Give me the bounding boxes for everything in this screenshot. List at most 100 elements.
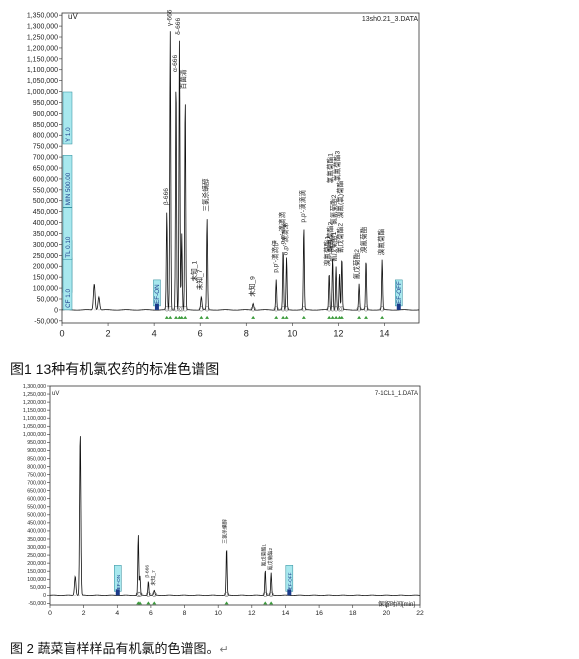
fig1-peak-label: δ-666 bbox=[175, 18, 182, 35]
fig1-baseline-marker bbox=[273, 306, 279, 312]
fig1-peak-label: o,p'-滴滴滴 bbox=[277, 211, 286, 244]
fig1-y-tick-label: 400,000 bbox=[33, 220, 58, 227]
fig2-y-tick-label: 850,000 bbox=[27, 456, 46, 462]
fig1-baseline-marker bbox=[177, 306, 182, 312]
fig1-peak-label: 三氯杀螨醇 bbox=[201, 178, 210, 212]
fig2-x-tick-label: 14 bbox=[282, 610, 290, 617]
fig1-baseline-marker bbox=[173, 306, 179, 312]
figure-2-chart: -50,000050,000100,000150,000200,000250,0… bbox=[23, 384, 424, 617]
fig1-y-tick-label: 500,000 bbox=[33, 198, 58, 205]
fig2-y-tick-label: 600,000 bbox=[27, 497, 46, 503]
fig1-y-tick-label: 50,000 bbox=[37, 296, 59, 303]
fig1-baseline-marker bbox=[326, 306, 332, 312]
fig1-side-box bbox=[62, 207, 73, 260]
fig1-peak-label: o,p'-滴滴涕 bbox=[281, 222, 290, 255]
fig1-peak-label: 氰戊菊酯2 bbox=[352, 249, 361, 280]
fig1-baseline-marker bbox=[167, 306, 173, 312]
fig1-plot-grid bbox=[61, 12, 420, 324]
fig1-event-marker: EF-ON bbox=[153, 279, 161, 310]
fig1-event-flag bbox=[154, 303, 159, 310]
fig1-peak-marker bbox=[179, 315, 184, 319]
fig2-baseline-marker bbox=[268, 591, 274, 597]
fig2-y-tick-label: 200,000 bbox=[27, 561, 46, 567]
fig2-y-tick-label: 1,050,000 bbox=[23, 424, 46, 430]
fig1-side-box bbox=[62, 155, 73, 208]
fig2-event-marker: EF-OFF bbox=[285, 565, 294, 596]
fig1-baseline-marker bbox=[330, 306, 336, 312]
fig1-trace bbox=[61, 31, 420, 319]
fig2-event-flag bbox=[287, 589, 292, 596]
fig1-side-label: TL 0.10 bbox=[65, 236, 72, 258]
figure-2-caption-text: 图 2 蔬菜盲样样品有机氯的色谱图。 bbox=[10, 641, 220, 656]
fig1-side-label: Y 1.0 bbox=[65, 127, 72, 142]
fig1-y-tick-label: 300,000 bbox=[33, 242, 58, 249]
fig2-baseline-marker bbox=[224, 591, 230, 597]
fig1-y-tick-label: 1,350,000 bbox=[27, 13, 58, 20]
fig2-peak-label: 未知_7 bbox=[150, 570, 157, 586]
fig2-y-tick-label: 1,100,000 bbox=[23, 416, 46, 422]
fig1-peak-label: 未知_7 bbox=[195, 269, 204, 290]
fig1-peak-marker bbox=[251, 315, 256, 319]
fig2-y-tick-label: 300,000 bbox=[27, 545, 46, 551]
fig2-x-tick-label: 22 bbox=[416, 610, 424, 617]
fig2-y-tick-label: 350,000 bbox=[27, 537, 46, 543]
fig1-baseline-marker bbox=[164, 306, 170, 312]
fig1-peak-label: 溴氰菊酯 bbox=[376, 228, 385, 255]
fig1-y-tick-label: 100,000 bbox=[33, 286, 58, 293]
fig2-x-tick-label: 8 bbox=[183, 610, 187, 617]
fig2-peak-label: β-666 bbox=[144, 565, 150, 578]
fig1-peak-label: α-666 bbox=[172, 55, 179, 72]
fig1-peak-label: 百菌清 bbox=[179, 69, 188, 89]
fig2-event-label: EF-OFF bbox=[287, 572, 292, 589]
figure-2-caption-mark: ↵ bbox=[219, 644, 229, 656]
fig1-peak-label: 氯氰菊酯1 bbox=[326, 153, 335, 184]
fig2-baseline-marker bbox=[135, 591, 141, 597]
fig1-peak-marker bbox=[281, 315, 286, 319]
fig1-peak-label: 氰戊菊酯1 bbox=[329, 231, 338, 262]
fig1-y-tick-label: 1,300,000 bbox=[27, 24, 58, 31]
fig1-side-label: MIN 500.00 bbox=[65, 172, 72, 205]
fig1-peak-label: 氯氰菊酯3 bbox=[333, 151, 342, 182]
fig1-side-label: CF 1.0 bbox=[65, 289, 72, 308]
fig1-peak-marker bbox=[274, 315, 279, 319]
fig1-peak-label: 溴氰菊酯1 bbox=[323, 236, 332, 267]
fig1-y-tick-label: 1,050,000 bbox=[27, 78, 58, 85]
fig1-side-marker: MIN 500.00 bbox=[62, 155, 73, 208]
fig1-y-tick-label: -50,000 bbox=[34, 318, 58, 325]
fig2-x-tick-label: 16 bbox=[315, 610, 323, 617]
fig1-baseline-marker bbox=[250, 306, 256, 312]
fig1-y-tick-label: 150,000 bbox=[33, 275, 58, 282]
fig2-y-tick-label: 1,250,000 bbox=[23, 392, 46, 398]
fig1-baseline-marker bbox=[280, 306, 286, 312]
fig1-peak-marker bbox=[174, 315, 179, 319]
fig1-peak-label: γ-666 bbox=[166, 9, 173, 26]
fig2-peak-label: 三氯杀螨醇 bbox=[222, 519, 229, 544]
fig2-y-tick-label: 450,000 bbox=[27, 521, 46, 527]
fig1-chromatogram-line bbox=[61, 31, 420, 311]
fig1-baseline-marker bbox=[284, 306, 290, 312]
fig1-y-tick-label: 600,000 bbox=[33, 176, 58, 183]
fig1-x-tick-label: 0 bbox=[59, 328, 64, 338]
fig1-peak-marker bbox=[183, 315, 188, 319]
fig1-plot-area bbox=[61, 12, 420, 324]
fig1-y-tick-label: 950,000 bbox=[33, 100, 58, 107]
fig2-y-tick-label: 650,000 bbox=[27, 488, 46, 494]
fig1-peak-marker bbox=[327, 315, 332, 319]
fig2-axes: -50,000050,000100,000150,000200,000250,0… bbox=[23, 384, 424, 617]
fig2-y-tick-label: 400,000 bbox=[27, 529, 46, 535]
fig2-baseline-marker bbox=[137, 591, 143, 597]
fig2-y-tick-label: 0 bbox=[43, 593, 46, 599]
fig1-peak-marker bbox=[339, 315, 344, 319]
fig1-baseline-marker bbox=[182, 306, 188, 312]
fig1-peak-marker bbox=[205, 315, 210, 319]
fig2-plot-grid bbox=[49, 385, 421, 606]
fig2-peak-marker bbox=[269, 601, 274, 605]
fig2-peak-marker bbox=[146, 601, 151, 605]
fig1-x-tick-label: 10 bbox=[287, 328, 297, 338]
fig1-y-tick-label: 1,250,000 bbox=[27, 34, 58, 41]
fig2-x-tick-label: 20 bbox=[383, 610, 391, 617]
fig1-y-tick-label: 1,200,000 bbox=[27, 45, 58, 52]
fig2-peak-label: 氰戊菊酯2 bbox=[267, 548, 274, 571]
